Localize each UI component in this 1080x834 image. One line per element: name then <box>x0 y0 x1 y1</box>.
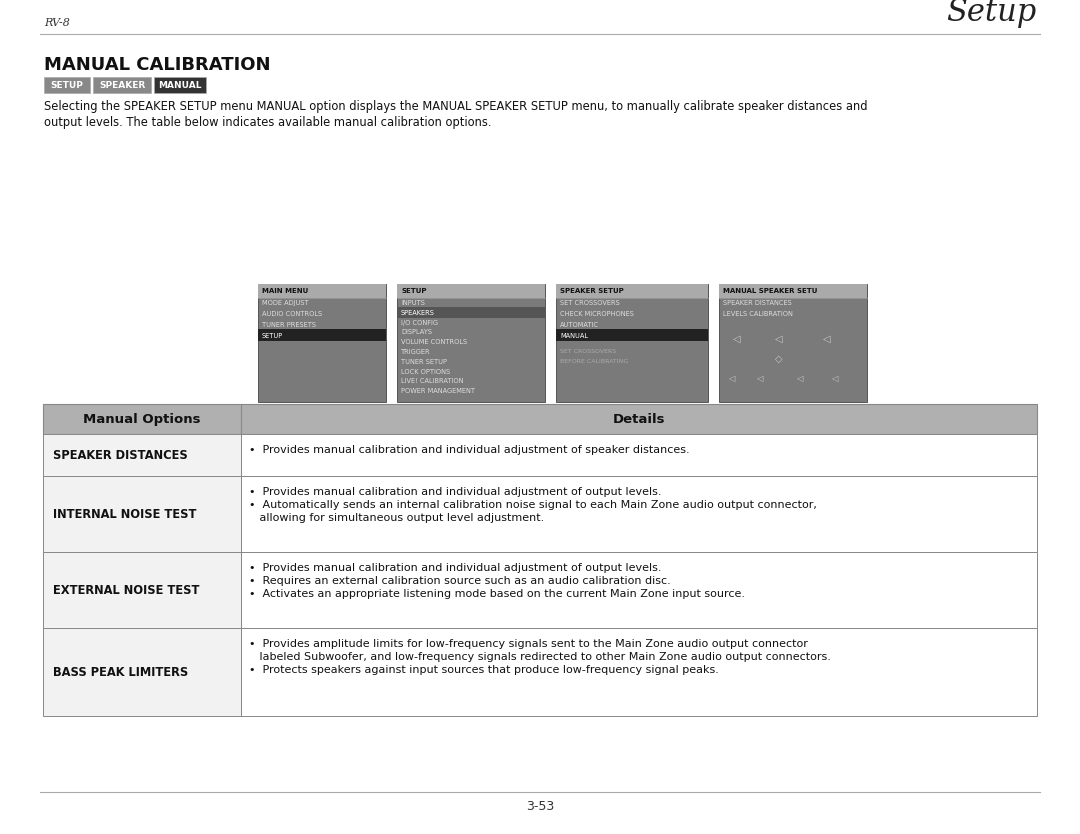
Text: SPEAKER DISTANCES: SPEAKER DISTANCES <box>723 300 792 306</box>
Bar <box>258 329 386 341</box>
Text: ◁: ◁ <box>823 334 831 344</box>
Text: CHECK MICROPHONES: CHECK MICROPHONES <box>561 311 634 317</box>
Text: output levels. The table below indicates available manual calibration options.: output levels. The table below indicates… <box>44 116 491 129</box>
Text: ◁: ◁ <box>775 334 783 344</box>
Text: •  Automatically sends an internal calibration noise signal to each Main Zone au: • Automatically sends an internal calibr… <box>249 500 816 510</box>
Text: •  Activates an appropriate listening mode based on the current Main Zone input : • Activates an appropriate listening mod… <box>249 589 745 599</box>
Bar <box>154 77 206 93</box>
Bar <box>43 404 1037 434</box>
Bar <box>556 284 708 402</box>
Text: Setup: Setup <box>946 0 1036 28</box>
Text: I/O CONFIG: I/O CONFIG <box>401 319 438 325</box>
Text: SET CROSSOVERS: SET CROSSOVERS <box>561 300 620 306</box>
Text: SPEAKER SETUP: SPEAKER SETUP <box>561 288 624 294</box>
Text: •  Provides manual calibration and individual adjustment of output levels.: • Provides manual calibration and indivi… <box>249 487 661 497</box>
Bar <box>397 284 545 402</box>
Text: SPEAKER: SPEAKER <box>99 81 145 89</box>
Text: MANUAL: MANUAL <box>561 333 588 339</box>
Text: TUNER PRESETS: TUNER PRESETS <box>262 322 316 328</box>
Bar <box>556 284 708 298</box>
Text: ◁: ◁ <box>831 374 837 384</box>
Text: Details: Details <box>612 413 665 425</box>
Text: SETUP: SETUP <box>262 333 283 339</box>
Text: Selecting the SPEAKER SETUP menu MANUAL option displays the MANUAL SPEAKER SETUP: Selecting the SPEAKER SETUP menu MANUAL … <box>44 100 867 113</box>
Text: AUTOMATIC: AUTOMATIC <box>561 322 599 328</box>
Text: INTERNAL NOISE TEST: INTERNAL NOISE TEST <box>53 508 197 520</box>
Text: SETUP: SETUP <box>51 81 83 89</box>
Text: BEFORE CALIBRATING: BEFORE CALIBRATING <box>561 359 629 364</box>
Text: MANUAL CALIBRATION: MANUAL CALIBRATION <box>44 56 270 74</box>
Text: LOCK OPTIONS: LOCK OPTIONS <box>401 369 450 374</box>
Text: SET CROSSOVERS: SET CROSSOVERS <box>561 349 616 354</box>
Text: 3-53: 3-53 <box>526 800 554 812</box>
Bar <box>43 552 241 628</box>
Text: POWER MANAGEMENT: POWER MANAGEMENT <box>401 388 475 394</box>
Text: ◁: ◁ <box>733 334 741 344</box>
Text: RV-8: RV-8 <box>44 18 70 28</box>
Text: •  Provides manual calibration and individual adjustment of speaker distances.: • Provides manual calibration and indivi… <box>249 445 690 455</box>
Text: VOLUME CONTROLS: VOLUME CONTROLS <box>401 339 468 345</box>
Text: Manual Options: Manual Options <box>83 413 201 425</box>
Bar <box>43 476 241 552</box>
Text: ◁: ◁ <box>756 374 762 384</box>
Text: SPEAKERS: SPEAKERS <box>401 309 435 316</box>
Text: INPUTS: INPUTS <box>401 300 424 306</box>
Bar <box>241 628 1037 716</box>
Bar <box>719 284 867 402</box>
Text: MANUAL SPEAKER SETU: MANUAL SPEAKER SETU <box>723 288 818 294</box>
Text: labeled Subwoofer, and low-frequency signals redirected to other Main Zone audio: labeled Subwoofer, and low-frequency sig… <box>249 652 831 662</box>
Bar <box>258 284 386 402</box>
Text: •  Provides manual calibration and individual adjustment of output levels.: • Provides manual calibration and indivi… <box>249 563 661 573</box>
Text: allowing for simultaneous output level adjustment.: allowing for simultaneous output level a… <box>249 513 544 523</box>
Bar <box>44 77 90 93</box>
Bar <box>719 284 867 298</box>
Bar <box>241 434 1037 476</box>
Text: ◁: ◁ <box>728 374 734 384</box>
Text: LEVELS CALIBRATION: LEVELS CALIBRATION <box>723 311 793 317</box>
Bar <box>397 307 545 318</box>
Text: SETUP: SETUP <box>401 288 427 294</box>
Text: LIVE! CALIBRATION: LIVE! CALIBRATION <box>401 379 463 384</box>
Bar <box>241 552 1037 628</box>
Bar <box>258 284 386 298</box>
Bar <box>556 329 708 341</box>
Text: TRIGGER: TRIGGER <box>401 349 431 355</box>
Bar <box>43 628 241 716</box>
Text: SPEAKER DISTANCES: SPEAKER DISTANCES <box>53 449 188 461</box>
Text: •  Protects speakers against input sources that produce low-frequency signal pea: • Protects speakers against input source… <box>249 665 719 675</box>
Text: EXTERNAL NOISE TEST: EXTERNAL NOISE TEST <box>53 584 200 596</box>
Text: MODE ADJUST: MODE ADJUST <box>262 300 309 306</box>
Text: MAIN MENU: MAIN MENU <box>262 288 308 294</box>
Bar <box>93 77 151 93</box>
Text: BASS PEAK LIMITERS: BASS PEAK LIMITERS <box>53 666 188 679</box>
Text: •  Provides amplitude limits for low-frequency signals sent to the Main Zone aud: • Provides amplitude limits for low-freq… <box>249 639 808 649</box>
Bar <box>397 284 545 298</box>
Text: AUDIO CONTROLS: AUDIO CONTROLS <box>262 311 322 317</box>
Text: ◁: ◁ <box>796 374 802 384</box>
Text: MANUAL: MANUAL <box>159 81 202 89</box>
Text: TUNER SETUP: TUNER SETUP <box>401 359 447 364</box>
Bar <box>43 434 241 476</box>
Text: ◇: ◇ <box>775 354 783 364</box>
Text: •  Requires an external calibration source such as an audio calibration disc.: • Requires an external calibration sourc… <box>249 576 671 586</box>
Text: DISPLAYS: DISPLAYS <box>401 329 432 335</box>
Bar <box>241 476 1037 552</box>
